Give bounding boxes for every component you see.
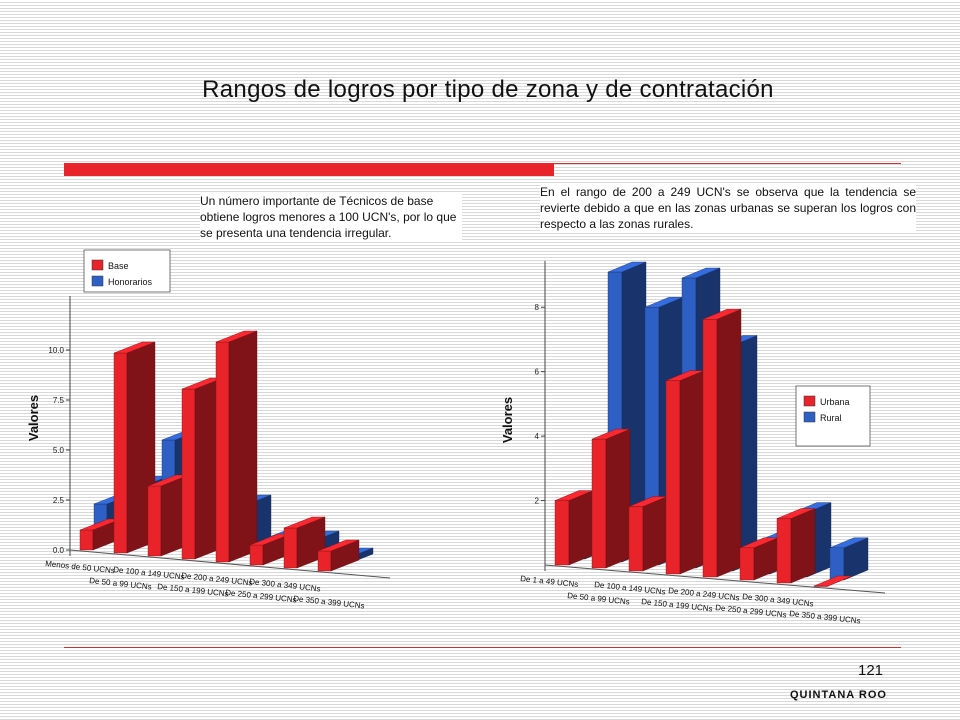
- chart-2: 2 4 6 8 Valores De 1 a 49 UCNs De 50 a 99 UCNs…: [500, 261, 886, 625]
- bar-red: [215, 341, 230, 563]
- note-right: En el rango de 200 a 249 UCN's se observ…: [540, 184, 916, 232]
- bar-red: [628, 506, 644, 572]
- bar-top: [607, 261, 647, 273]
- bar-red: [147, 485, 162, 557]
- category-label: De 250 a 299 UCNs: [225, 588, 297, 604]
- legend-label: Honorarios: [108, 277, 153, 287]
- category-label: Menos de 50 UCNs: [45, 559, 115, 575]
- x-axis: [544, 564, 886, 594]
- bar-blue: [829, 547, 845, 581]
- y-tick-label: 2: [535, 497, 540, 506]
- bar-side: [716, 308, 742, 578]
- y-tick-label: 10.0: [48, 346, 64, 355]
- category-label: De 150 a 199 UCNs: [641, 597, 713, 613]
- category-label: De 50 a 99 UCNs: [89, 576, 152, 592]
- y-tick-label: 2.5: [53, 496, 65, 505]
- category-label: De 150 a 199 UCNs: [157, 582, 229, 598]
- bar-red: [776, 518, 792, 584]
- bar-top: [681, 267, 721, 279]
- bar-red: [317, 550, 332, 572]
- accent-bar: [64, 163, 554, 176]
- legend-label: Urbana: [820, 397, 850, 407]
- bar-red: [554, 500, 570, 566]
- legend-label: Base: [108, 261, 129, 271]
- category-label: De 1 a 49 UCNs: [520, 574, 579, 589]
- bar-red: [665, 380, 681, 575]
- bar-top: [113, 341, 156, 354]
- y-tick-label: 8: [535, 303, 540, 312]
- legend-swatch: [803, 411, 816, 423]
- bar-top: [702, 309, 742, 320]
- bar-red: [739, 547, 755, 581]
- bar-red: [113, 352, 128, 554]
- bar-side: [679, 370, 705, 575]
- bar-red: [283, 527, 298, 569]
- y-tick-label: 7.5: [53, 396, 65, 405]
- bar-red: [591, 438, 607, 569]
- y-tick-label: 6: [535, 368, 540, 377]
- y-tick-label: 4: [535, 432, 540, 441]
- legend-swatch: [803, 395, 816, 407]
- category-label: De 50 a 99 UCNs: [567, 591, 630, 607]
- bar-top: [283, 516, 326, 529]
- note-left: Un número importante de Técnicos de base…: [200, 193, 462, 241]
- bar-side: [568, 490, 594, 566]
- bar-top: [829, 537, 869, 548]
- legend-swatch: [91, 259, 104, 271]
- category-label: De 350 a 399 UCNs: [789, 609, 861, 625]
- bar-top: [813, 575, 853, 587]
- divider-bottom: [64, 647, 901, 648]
- bar-top: [776, 508, 816, 519]
- legend-label: Rural: [820, 413, 842, 423]
- y-axis-title: Valores: [500, 397, 515, 443]
- page-number: 121: [858, 662, 884, 679]
- bar-side: [228, 330, 258, 563]
- bar-red: [249, 544, 264, 566]
- bar-red: [702, 319, 718, 578]
- bar-red: [181, 388, 196, 560]
- footer-label: QUINTANA ROO: [790, 689, 887, 701]
- bar-side: [642, 496, 668, 572]
- bar-side: [605, 428, 631, 569]
- bar-top: [215, 330, 258, 343]
- y-tick-label: 0.0: [53, 546, 65, 555]
- bar-side: [790, 508, 816, 584]
- category-label: De 250 a 299 UCNs: [715, 603, 787, 619]
- y-tick-label: 5.0: [53, 446, 65, 455]
- bar-red: [79, 529, 94, 551]
- y-axis-title: Valores: [26, 395, 41, 441]
- bar-top: [317, 539, 360, 552]
- category-label: De 350 a 399 UCNs: [293, 594, 365, 610]
- legend-swatch: [91, 275, 104, 287]
- page-title: Rangos de logros por tipo de zona y de c…: [202, 76, 774, 103]
- x-axis: [69, 549, 391, 579]
- bar-top: [591, 428, 631, 440]
